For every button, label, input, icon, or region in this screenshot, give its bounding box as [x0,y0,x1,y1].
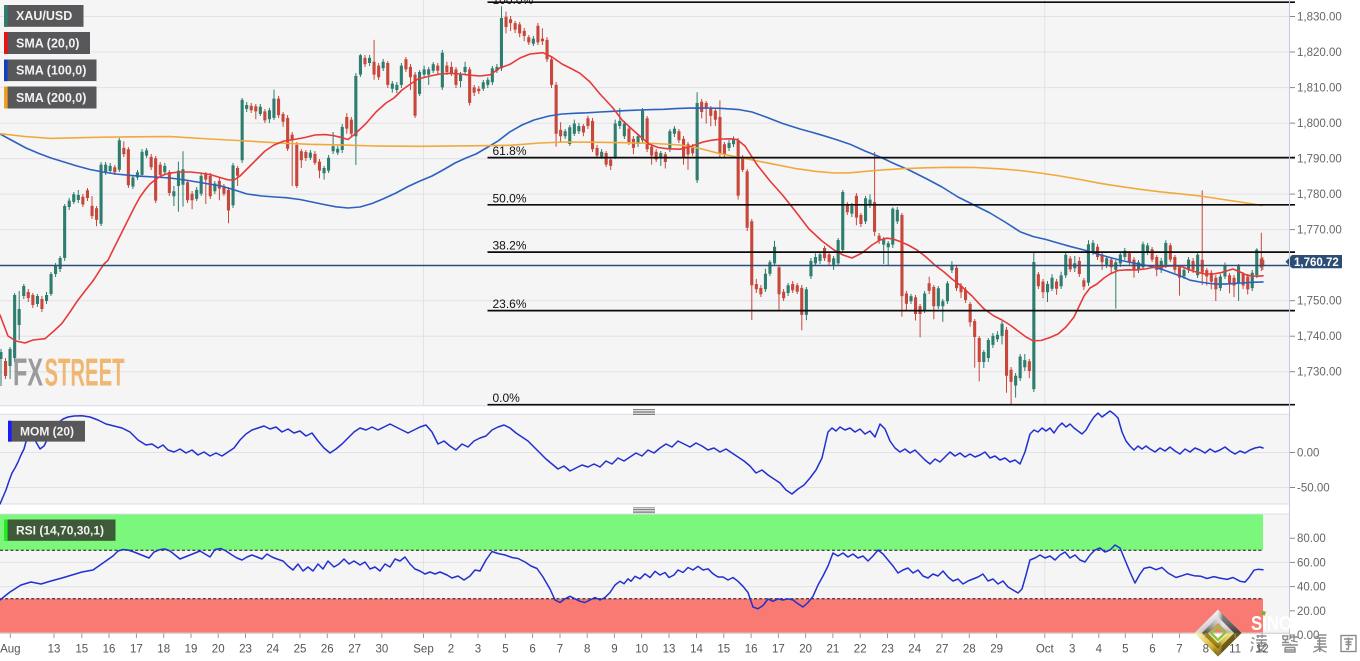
svg-text:28: 28 [963,644,976,656]
svg-text:23: 23 [239,644,252,656]
svg-text:6: 6 [529,644,535,656]
svg-text:MOM (20): MOM (20) [20,425,74,439]
svg-text:24: 24 [266,644,279,656]
svg-text:3: 3 [1069,644,1075,656]
svg-text:0.00: 0.00 [1297,448,1319,460]
svg-text:4: 4 [1096,644,1103,656]
svg-text:9: 9 [611,644,617,656]
svg-text:RSI (14,70,30,1): RSI (14,70,30,1) [16,524,104,538]
svg-text:3: 3 [475,644,481,656]
svg-text:10: 10 [635,644,648,656]
svg-text:11: 11 [1229,644,1241,656]
svg-text:80.00: 80.00 [1297,533,1326,545]
svg-text:23.6%: 23.6% [493,297,527,311]
svg-text:27: 27 [936,644,949,656]
svg-text:SMA (100,0): SMA (100,0) [16,64,86,78]
svg-text:0.00: 0.00 [1297,630,1319,642]
svg-text:8: 8 [584,644,590,656]
svg-text:1,820.00: 1,820.00 [1297,47,1342,59]
svg-text:STREET: STREET [45,352,125,395]
svg-text:20: 20 [799,644,812,656]
svg-text:29: 29 [990,644,1003,656]
svg-text:8: 8 [1203,644,1209,656]
svg-text:30: 30 [376,644,389,656]
svg-text:SMA (20,0): SMA (20,0) [16,36,79,50]
svg-text:1,830.00: 1,830.00 [1297,12,1342,24]
svg-text:Sep: Sep [413,644,433,656]
svg-text:24: 24 [908,644,921,656]
svg-text:18: 18 [157,644,170,656]
svg-text:XAU/USD: XAU/USD [16,9,72,23]
svg-text:SINO: SINO [1251,613,1292,635]
svg-text:16: 16 [103,644,116,656]
svg-text:1,760.72: 1,760.72 [1294,257,1339,269]
svg-text:20.00: 20.00 [1297,606,1326,618]
svg-text:-50.00: -50.00 [1297,483,1330,495]
svg-text:FX: FX [13,352,43,395]
svg-text:7: 7 [1176,644,1182,656]
svg-text:12: 12 [1256,644,1269,656]
svg-text:1,730.00: 1,730.00 [1297,367,1342,379]
svg-text:27: 27 [348,644,361,656]
svg-text:23: 23 [881,644,894,656]
svg-text:40.00: 40.00 [1297,582,1326,594]
svg-text:2: 2 [448,644,454,656]
svg-text:26: 26 [321,644,334,656]
svg-text:13: 13 [48,644,61,656]
svg-text:13: 13 [663,644,676,656]
svg-text:1,770.00: 1,770.00 [1297,225,1342,237]
svg-text:1,810.00: 1,810.00 [1297,83,1342,95]
svg-text:5: 5 [502,644,508,656]
svg-text:14: 14 [690,644,703,656]
svg-text:1,780.00: 1,780.00 [1297,189,1342,201]
svg-text:100.0%: 100.0% [493,0,534,7]
svg-text:50.0%: 50.0% [493,191,527,205]
svg-text:19: 19 [185,644,198,656]
svg-text:17: 17 [130,644,143,656]
svg-text:Aug: Aug [0,644,20,656]
svg-text:25: 25 [294,644,307,656]
svg-text:1,750.00: 1,750.00 [1297,296,1342,308]
svg-text:38.2%: 38.2% [493,239,527,253]
svg-text:SMA (200,0): SMA (200,0) [16,91,86,105]
svg-text:5: 5 [1122,644,1128,656]
svg-text:1,800.00: 1,800.00 [1297,118,1342,130]
svg-text:22: 22 [854,644,867,656]
svg-text:Oct: Oct [1036,644,1055,656]
svg-text:20: 20 [212,644,225,656]
svg-text:6: 6 [1149,644,1155,656]
svg-text:1,790.00: 1,790.00 [1297,154,1342,166]
svg-text:61.8%: 61.8% [493,144,527,158]
svg-text:1,740.00: 1,740.00 [1297,331,1342,343]
svg-text:60.00: 60.00 [1297,557,1326,569]
svg-text:16: 16 [745,644,758,656]
svg-text:15: 15 [75,644,88,656]
svg-text:17: 17 [772,644,785,656]
svg-text:21: 21 [827,644,840,656]
svg-text:0.0%: 0.0% [493,391,521,405]
svg-text:15: 15 [717,644,730,656]
svg-text:7: 7 [557,644,563,656]
